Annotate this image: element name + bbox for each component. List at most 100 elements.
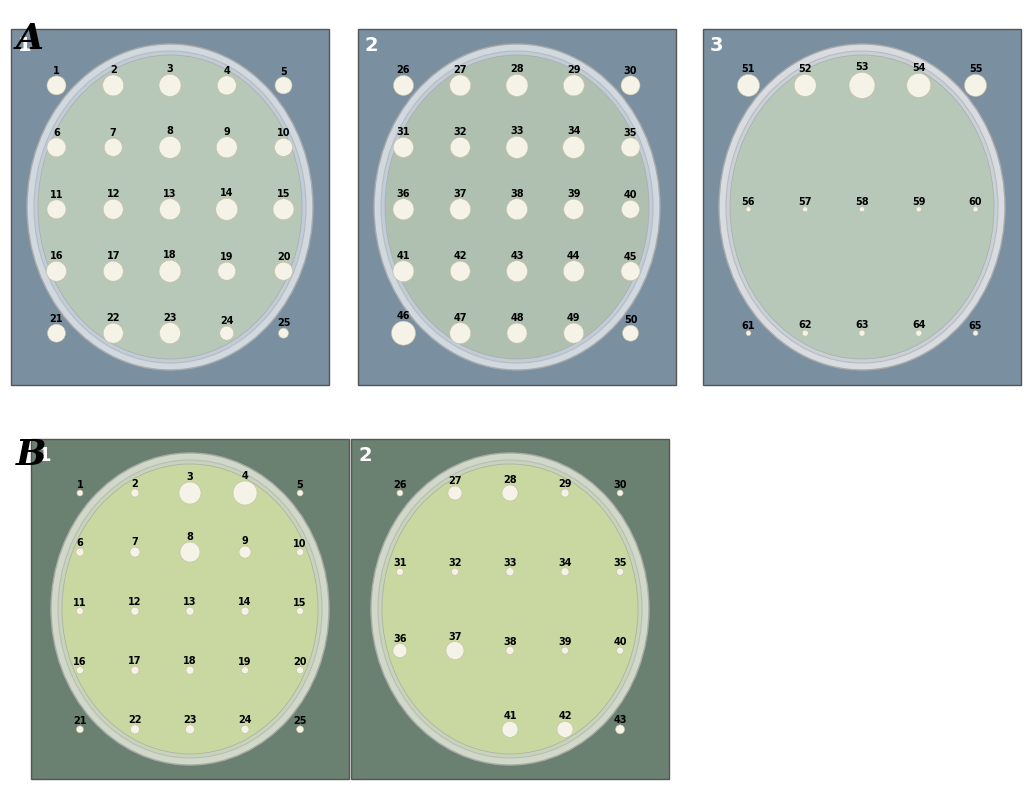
Ellipse shape bbox=[239, 546, 251, 558]
Text: 59: 59 bbox=[912, 197, 925, 206]
Ellipse shape bbox=[38, 56, 302, 360]
Ellipse shape bbox=[501, 721, 518, 737]
Bar bbox=[11, 30, 329, 385]
Ellipse shape bbox=[27, 45, 313, 370]
Ellipse shape bbox=[131, 489, 139, 497]
Ellipse shape bbox=[241, 725, 249, 733]
Text: 38: 38 bbox=[510, 189, 524, 198]
Ellipse shape bbox=[297, 549, 304, 556]
Ellipse shape bbox=[973, 207, 978, 213]
Text: 31: 31 bbox=[397, 127, 410, 137]
Ellipse shape bbox=[378, 460, 642, 758]
Ellipse shape bbox=[506, 568, 514, 576]
Ellipse shape bbox=[746, 332, 751, 336]
Text: B: B bbox=[16, 438, 47, 471]
Text: 16: 16 bbox=[73, 656, 87, 666]
Ellipse shape bbox=[726, 52, 998, 364]
Text: 4: 4 bbox=[223, 66, 231, 75]
Text: 18: 18 bbox=[163, 250, 177, 260]
Text: 3: 3 bbox=[166, 64, 174, 75]
Text: 42: 42 bbox=[454, 251, 467, 261]
Text: 15: 15 bbox=[277, 189, 291, 198]
Ellipse shape bbox=[103, 262, 123, 282]
Text: 26: 26 bbox=[397, 65, 410, 75]
Text: 39: 39 bbox=[567, 189, 580, 199]
Text: 23: 23 bbox=[163, 312, 177, 322]
Text: 18: 18 bbox=[183, 655, 196, 666]
Ellipse shape bbox=[297, 667, 304, 674]
Ellipse shape bbox=[622, 326, 639, 342]
Ellipse shape bbox=[621, 263, 640, 281]
Ellipse shape bbox=[130, 725, 140, 734]
Text: 17: 17 bbox=[128, 655, 142, 666]
Text: 12: 12 bbox=[128, 597, 142, 606]
Ellipse shape bbox=[241, 607, 249, 615]
Ellipse shape bbox=[621, 77, 640, 96]
Ellipse shape bbox=[450, 262, 470, 282]
Text: 10: 10 bbox=[294, 538, 307, 548]
Text: 21: 21 bbox=[73, 715, 87, 725]
Text: 2: 2 bbox=[110, 65, 117, 75]
Text: 36: 36 bbox=[397, 189, 410, 198]
Ellipse shape bbox=[382, 464, 638, 754]
Text: 26: 26 bbox=[393, 479, 406, 489]
Ellipse shape bbox=[446, 642, 464, 660]
Ellipse shape bbox=[102, 75, 124, 97]
Ellipse shape bbox=[47, 201, 66, 219]
Ellipse shape bbox=[916, 207, 921, 213]
Ellipse shape bbox=[501, 485, 518, 501]
Ellipse shape bbox=[802, 331, 809, 336]
Text: 29: 29 bbox=[567, 65, 580, 75]
Text: 57: 57 bbox=[798, 197, 812, 206]
Text: 41: 41 bbox=[397, 251, 410, 260]
Text: 11: 11 bbox=[50, 190, 63, 199]
Ellipse shape bbox=[297, 726, 304, 733]
Text: 27: 27 bbox=[454, 65, 467, 75]
Ellipse shape bbox=[77, 608, 84, 615]
Text: 9: 9 bbox=[242, 536, 248, 545]
Ellipse shape bbox=[564, 75, 584, 97]
Text: 4: 4 bbox=[242, 471, 248, 480]
Ellipse shape bbox=[450, 199, 470, 221]
Text: 8: 8 bbox=[166, 126, 174, 137]
Ellipse shape bbox=[77, 726, 84, 733]
Ellipse shape bbox=[859, 331, 865, 336]
Text: 35: 35 bbox=[624, 128, 637, 137]
Text: 36: 36 bbox=[393, 633, 406, 642]
Text: 1: 1 bbox=[38, 446, 52, 464]
Text: 12: 12 bbox=[107, 189, 120, 199]
Ellipse shape bbox=[564, 200, 584, 220]
Text: 13: 13 bbox=[163, 189, 177, 198]
Ellipse shape bbox=[51, 454, 329, 765]
Ellipse shape bbox=[746, 207, 751, 213]
Ellipse shape bbox=[621, 201, 639, 219]
Text: 64: 64 bbox=[912, 320, 925, 330]
Text: 47: 47 bbox=[454, 312, 467, 322]
Text: 9: 9 bbox=[223, 127, 231, 137]
Text: 60: 60 bbox=[969, 197, 982, 206]
Ellipse shape bbox=[58, 460, 322, 758]
Ellipse shape bbox=[47, 139, 66, 157]
Ellipse shape bbox=[452, 569, 458, 576]
Text: 30: 30 bbox=[613, 479, 627, 489]
Text: 20: 20 bbox=[277, 252, 291, 262]
Ellipse shape bbox=[216, 199, 238, 221]
Text: 8: 8 bbox=[186, 532, 193, 541]
Text: 34: 34 bbox=[558, 557, 572, 567]
Text: 11: 11 bbox=[73, 597, 87, 607]
Ellipse shape bbox=[62, 464, 318, 754]
Bar bbox=[358, 30, 676, 385]
Ellipse shape bbox=[179, 483, 201, 504]
Text: 30: 30 bbox=[624, 66, 637, 75]
Ellipse shape bbox=[275, 78, 292, 95]
Bar bbox=[31, 439, 349, 779]
Text: 51: 51 bbox=[741, 64, 755, 75]
Ellipse shape bbox=[616, 569, 624, 576]
Ellipse shape bbox=[396, 569, 403, 576]
Text: 14: 14 bbox=[220, 188, 234, 198]
Text: 1: 1 bbox=[77, 479, 84, 489]
Text: 40: 40 bbox=[624, 190, 637, 200]
Text: 33: 33 bbox=[504, 557, 517, 567]
Ellipse shape bbox=[564, 262, 584, 283]
Ellipse shape bbox=[450, 324, 470, 344]
